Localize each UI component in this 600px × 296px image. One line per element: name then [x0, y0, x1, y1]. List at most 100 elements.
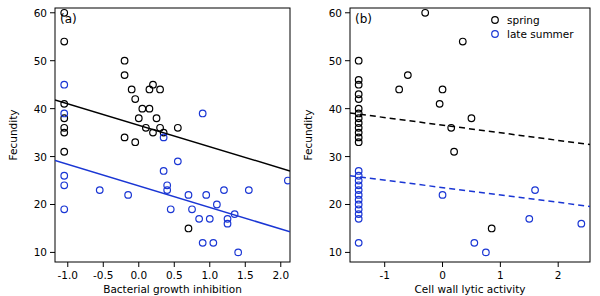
y-tick [345, 108, 350, 109]
point [483, 249, 490, 256]
y-tick [50, 252, 55, 253]
y-tick-label: 20 [329, 198, 342, 210]
point [160, 134, 167, 141]
point [61, 182, 68, 189]
regression-line [55, 100, 290, 171]
point [157, 86, 164, 93]
point [132, 139, 139, 146]
x-tick-label: 0 [439, 269, 446, 281]
point [61, 38, 68, 45]
y-tick-label: 30 [329, 151, 342, 163]
point [189, 206, 196, 213]
point [135, 115, 142, 122]
regression-line [55, 160, 290, 231]
y-tick-label: 40 [329, 103, 342, 115]
point [422, 9, 429, 16]
point [61, 81, 68, 88]
y-tick-label: 60 [34, 7, 47, 19]
legend-label: late summer [507, 28, 574, 40]
point [231, 211, 238, 218]
x-tick-label: 2 [555, 269, 562, 281]
point [199, 110, 206, 117]
point [121, 57, 128, 64]
point [61, 172, 68, 179]
x-tick-label: 0.5 [166, 269, 183, 281]
x-tick [245, 262, 246, 267]
point [214, 201, 221, 208]
x-axis-label: Cell wall lytic activity [414, 283, 525, 295]
point [196, 216, 203, 223]
x-tick-label: -1 [379, 269, 389, 281]
y-tick [50, 60, 55, 61]
point [175, 158, 182, 165]
point [164, 187, 171, 194]
point [121, 134, 128, 141]
point [471, 240, 478, 247]
panel-label: (a) [60, 12, 77, 26]
point [221, 187, 228, 194]
y-tick [345, 60, 350, 61]
point [235, 249, 242, 256]
point [396, 86, 403, 93]
point [405, 72, 412, 79]
point [436, 101, 443, 108]
point [128, 86, 135, 93]
point [468, 115, 475, 122]
x-tick-label: 0.0 [130, 269, 147, 281]
plot-frame [350, 8, 590, 262]
point [224, 220, 231, 227]
point [355, 240, 362, 247]
x-tick-label: -0.5 [93, 269, 114, 281]
y-tick [345, 204, 350, 205]
x-tick-label: -1.0 [58, 269, 79, 281]
y-tick [50, 204, 55, 205]
figure: -1.0-0.50.00.51.01.52.0102030405060Bacte… [0, 0, 600, 296]
point [150, 81, 157, 88]
point [246, 187, 253, 194]
point [61, 148, 68, 155]
x-tick-label: 1.5 [237, 269, 254, 281]
x-tick [442, 262, 443, 267]
point [206, 216, 213, 223]
point [175, 125, 182, 132]
y-tick [345, 12, 350, 13]
y-axis-label: Fecundity [7, 110, 19, 161]
x-axis-label: Bacterial growth inhibition [103, 283, 242, 295]
point [203, 192, 210, 199]
x-tick-label: 1.0 [201, 269, 218, 281]
data-layer [350, 9, 590, 255]
point [526, 216, 533, 223]
point [61, 129, 68, 136]
point [139, 105, 146, 112]
legend-label: spring [507, 14, 540, 26]
regression-line [350, 176, 590, 207]
point [143, 125, 150, 132]
x-tick [384, 262, 385, 267]
regression-line [350, 113, 590, 145]
point [153, 115, 160, 122]
x-tick [280, 262, 281, 267]
point [488, 225, 495, 232]
point [210, 240, 217, 247]
x-tick [174, 262, 175, 267]
point [451, 148, 458, 155]
point [355, 216, 362, 223]
point [459, 38, 466, 45]
point [185, 225, 192, 232]
y-tick-label: 50 [329, 55, 342, 67]
point [199, 240, 206, 247]
y-tick-label: 60 [329, 7, 342, 19]
point [160, 168, 167, 175]
point [578, 220, 585, 227]
point [439, 192, 446, 199]
y-tick-label: 10 [34, 246, 47, 258]
x-tick [500, 262, 501, 267]
point [150, 129, 157, 136]
x-tick [103, 262, 104, 267]
point [185, 192, 192, 199]
y-axis-label: Fecundity [302, 110, 314, 161]
y-tick-label: 40 [34, 103, 47, 115]
panel: -1012102030405060Cell wall lytic activit… [302, 7, 590, 295]
y-tick-label: 20 [34, 198, 47, 210]
point [146, 105, 153, 112]
